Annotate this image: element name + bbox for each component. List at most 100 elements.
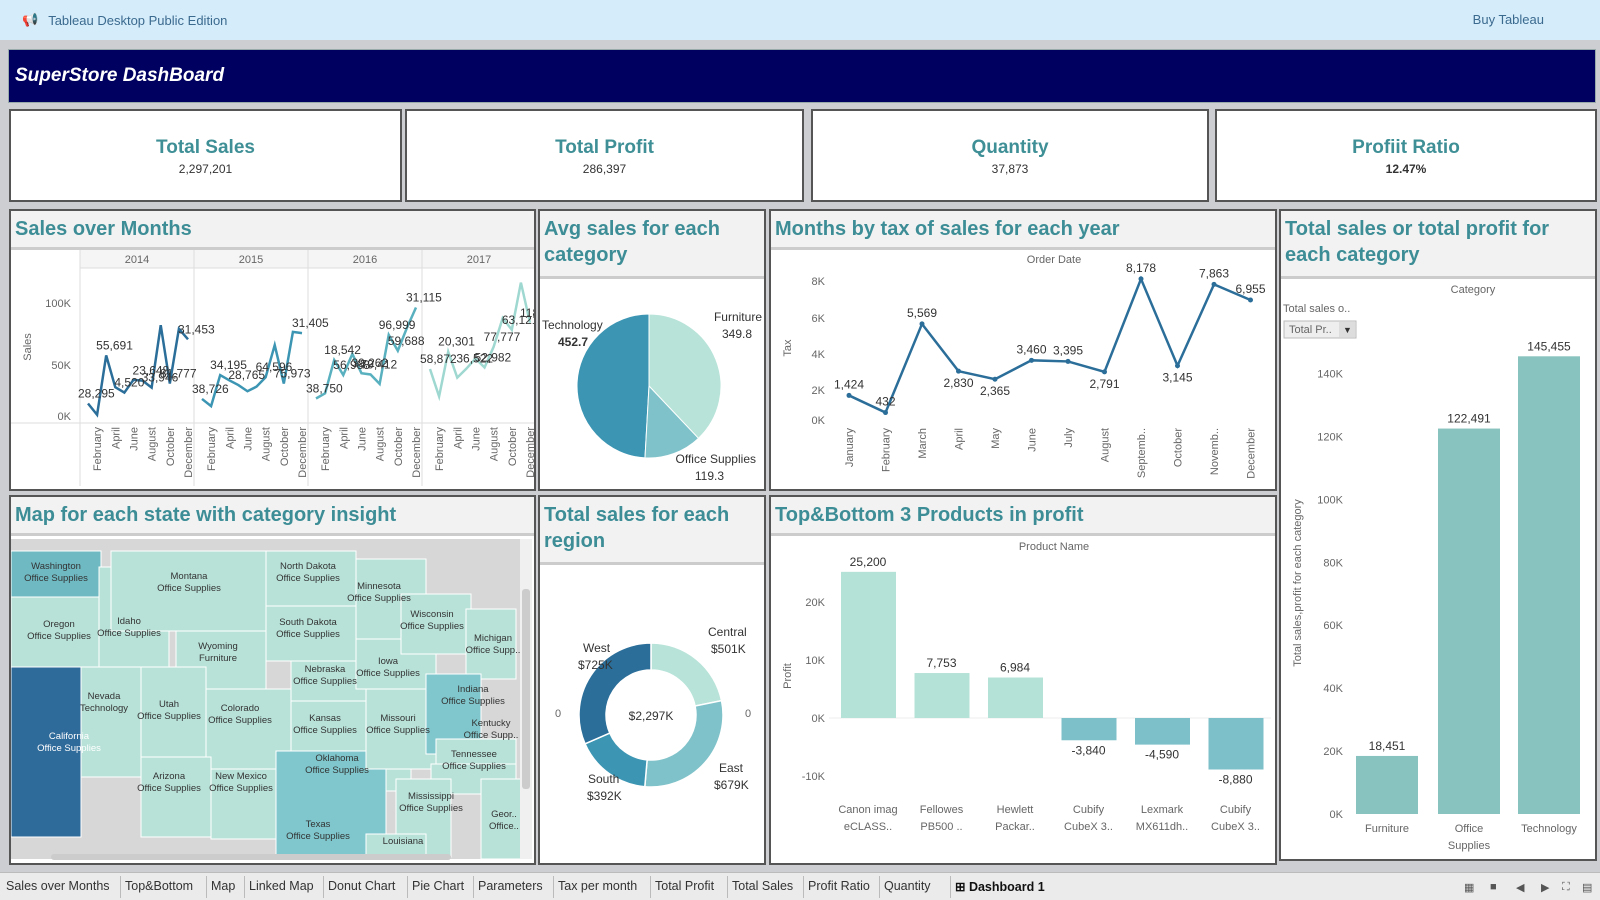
product-name: CubeX 3.. [1064,821,1113,833]
map-hscroll-thumb[interactable] [51,854,451,860]
sales-line-2015[interactable] [201,330,303,409]
product-bar[interactable] [841,571,896,718]
product-bar[interactable] [914,673,970,718]
region-donut[interactable]: $2,297K West $725K Central $501K East $6… [540,565,766,863]
filter-dropdown[interactable]: Total Pr.. ▼ [1283,320,1357,339]
donut-slice-west[interactable] [578,642,652,745]
sheet-tab[interactable]: Pie Chart [412,879,464,893]
map-state[interactable] [11,666,82,838]
region-label-central: Central [708,625,747,639]
product-bar[interactable] [1208,718,1264,770]
panel-map[interactable]: Map for each state with category insight… [9,495,536,865]
sheet-tab[interactable]: ⊞ Dashboard 1 [955,879,1045,894]
tax-line-chart[interactable]: Order Date Tax 8K 6K 4K 2K 0K 1,424 Janua… [771,250,1277,490]
sheet-tab[interactable]: Sales over Months [6,879,110,893]
state-category-label: Office Supplies [157,583,221,594]
month-tick: October [165,427,177,466]
state-category-label: Office Supplies [286,831,350,842]
fullscreen-icon[interactable]: ⛶ [1562,881,1570,893]
tax-point[interactable] [1138,276,1144,282]
donut-center-label: $2,297K [629,709,674,723]
map-state[interactable] [70,666,142,778]
kpi-total-profit[interactable]: Total Profit 286,397 [405,109,804,202]
map-scrollbar[interactable] [520,539,532,859]
top-bottom-bar-chart[interactable]: Product Name Profit 20K 10K 0K -10K 25,200 Ca… [771,536,1277,864]
sheet-tab[interactable]: Linked Map [249,879,314,893]
grid-view-icon[interactable]: ▦ [1464,882,1475,894]
pie-slice-office-supplies[interactable] [644,384,700,459]
tax-point[interactable] [919,321,925,327]
sheet-tab-bar: Sales over Months Top&Bottom Map Linked Map… [0,872,1600,900]
panel-tax-by-month[interactable]: Months by tax of sales for each year Ord… [769,209,1277,491]
sales-line-2016[interactable] [315,306,418,400]
sheet-tab[interactable]: Top&Bottom [125,879,193,893]
product-bar[interactable] [1135,718,1190,745]
category-bar-chart[interactable]: Category Total sales o.. Total Pr.. ▼ To… [1281,279,1597,859]
category-bar[interactable] [1518,356,1580,814]
next-arrow-icon[interactable]: ▶ [1541,882,1550,894]
sheet-tab[interactable]: Donut Chart [328,879,395,893]
sales-line-2014[interactable] [87,324,189,418]
product-name: Fellowes [920,804,964,816]
kpi-quantity[interactable]: Quantity 37,873 [811,109,1209,202]
panel-top-bottom[interactable]: Top&Bottom 3 Products in profit Product … [769,495,1277,865]
sales-months-chart[interactable]: 2014 2015 2016 2017 Sales 100K 50K 0K Fe… [11,250,536,490]
y-tick: 140K [1317,368,1343,380]
panel-sales-over-months[interactable]: Sales over Months 2014 2015 2016 2017 Sa… [9,209,536,491]
map-state[interactable] [110,550,272,632]
month-tick: March [917,428,929,459]
tax-data-label: 2,365 [980,384,1010,398]
sheet-tab[interactable]: Tax per month [558,879,637,893]
product-bar[interactable] [1061,718,1117,741]
sheet-tab[interactable]: Quantity [884,879,931,893]
tax-point[interactable] [1248,297,1253,303]
tax-data-label: 7,863 [1199,266,1229,280]
sheet-tab[interactable]: Total Sales [732,879,793,893]
tax-point[interactable] [1211,281,1217,287]
tax-point[interactable] [846,392,852,398]
map-state[interactable] [265,550,357,607]
tax-point[interactable] [992,376,998,382]
panel-total-by-category[interactable]: Total sales or total profit for each cat… [1279,209,1597,861]
tax-line[interactable] [848,275,1251,415]
tax-point[interactable] [1102,369,1107,375]
panel-avg-sales[interactable]: Avg sales for each category Technology 4… [538,209,766,491]
category-tick: Furniture [1365,823,1409,835]
map-state[interactable] [480,778,521,859]
category-bar[interactable] [1356,755,1418,814]
panel-region[interactable]: Total sales for each region $2,297K West… [538,495,766,865]
sheet-tab[interactable]: Profit Ratio [808,879,870,893]
kpi-profit-ratio[interactable]: Profiit Ratio 12.47% [1215,109,1597,202]
map-state[interactable] [140,756,212,838]
stop-icon[interactable]: ■ [1490,881,1497,893]
sheet-tab[interactable]: Parameters [478,879,543,893]
sheet-tab[interactable]: Total Profit [655,879,714,893]
sheet-tab[interactable]: Map [211,879,235,893]
pie-slice-technology[interactable] [576,313,650,459]
sales-data-label: 34,195 [210,358,247,372]
tax-point[interactable] [1029,357,1034,363]
prev-arrow-icon[interactable]: ◀ [1516,882,1525,894]
map-state[interactable] [465,608,517,680]
layout-icon[interactable]: ▤ [1582,882,1593,894]
year-label: 2017 [467,254,491,266]
map-state[interactable] [265,605,357,662]
kpi-total-sales[interactable]: Total Sales 2,297,201 [9,109,402,202]
pie-slice-furniture[interactable] [648,313,722,440]
tax-point[interactable] [883,410,888,416]
map-state[interactable] [11,550,102,598]
panel-title: Sales over Months [11,211,534,250]
tax-point[interactable] [1175,363,1180,369]
tax-point[interactable] [956,368,961,374]
month-tick: January [844,428,856,468]
kpi-title: Quantity [971,137,1049,158]
buy-tableau-link[interactable]: Buy Tableau [1472,12,1544,27]
map-scroll-thumb[interactable] [522,589,530,789]
product-bar[interactable] [988,677,1043,718]
tax-data-label: 5,569 [907,306,937,320]
sales-line-2017[interactable] [428,282,532,402]
category-bar[interactable] [1438,428,1500,814]
avg-sales-pie[interactable]: Technology 452.7 Furniture 349.8 Office … [540,279,766,489]
tax-point[interactable] [1065,358,1071,364]
